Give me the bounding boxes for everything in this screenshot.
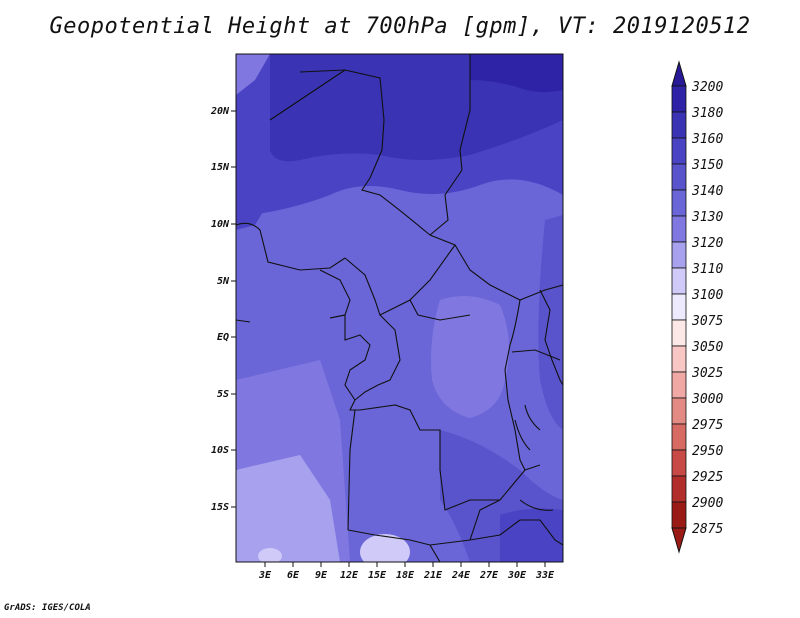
colorbar-swatch	[671, 293, 687, 321]
colorbar: 3200 3180 3160 3150 3140 3130 3120 3110 3100 3075…	[671, 60, 723, 554]
colorbar-label: 3050	[691, 340, 723, 355]
country-borders	[236, 54, 563, 562]
lat-axis	[231, 110, 236, 508]
colorbar-label: 2950	[692, 444, 723, 459]
lon-tick-label: 30E	[507, 570, 527, 581]
lon-tick-label: 33E	[535, 570, 555, 581]
contour-field	[236, 54, 563, 562]
colorbar-swatch	[671, 371, 687, 399]
credit-text: GrADS: IGES/COLA	[4, 603, 91, 613]
map-title: Geopotential Height at 700hPa [gpm], VT:…	[49, 14, 751, 39]
lat-tick-labels: 20N 15N 10N 5N EQ 5S 10S 15S	[210, 106, 230, 513]
colorbar-swatch	[671, 111, 687, 139]
colorbar-label: 3160	[691, 132, 723, 147]
lon-tick-label: 27E	[479, 570, 499, 581]
colorbar-label: 3110	[691, 262, 723, 277]
lon-tick-label: 21E	[423, 570, 443, 581]
lon-tick-label: 24E	[451, 570, 471, 581]
lat-tick-label: 5S	[217, 389, 229, 400]
colorbar-label: 2975	[692, 418, 723, 433]
map-frame	[235, 53, 564, 563]
colorbar-swatch	[671, 423, 687, 451]
colorbar-swatch	[671, 241, 687, 269]
lat-tick-label: 5N	[217, 276, 230, 287]
colorbar-swatch	[671, 215, 687, 243]
colorbar-label: 3200	[691, 80, 723, 95]
lon-tick-label: 18E	[396, 570, 415, 581]
colorbar-swatch	[671, 501, 687, 529]
colorbar-label: 3180	[691, 106, 723, 121]
colorbar-top-arrow	[671, 60, 687, 87]
lat-tick-label: EQ	[217, 332, 229, 343]
colorbar-label: 2900	[692, 496, 723, 511]
colorbar-swatch	[671, 397, 687, 425]
lat-tick-label: 10N	[211, 219, 230, 230]
colorbar-swatch	[671, 449, 687, 477]
lat-tick-label: 15S	[211, 502, 229, 513]
lon-tick-labels: 3E 6E 9E 12E 15E 18E 21E 24E 27E 30E 33E	[258, 570, 555, 581]
lat-tick-label: 20N	[210, 106, 230, 117]
colorbar-label: 3120	[691, 236, 723, 251]
colorbar-swatch	[671, 85, 687, 113]
lon-tick-label: 12E	[340, 570, 359, 581]
colorbar-swatch	[671, 137, 687, 165]
colorbar-label: 3075	[691, 314, 723, 329]
lon-tick-label: 15E	[368, 570, 387, 581]
colorbar-swatch	[671, 345, 687, 373]
lat-tick-label: 15N	[211, 162, 230, 173]
colorbar-bottom-arrow	[671, 527, 687, 554]
colorbar-swatch	[671, 475, 687, 503]
lon-tick-label: 6E	[287, 570, 300, 581]
colorbar-swatch	[671, 163, 687, 191]
colorbar-swatch	[671, 267, 687, 295]
colorbar-label: 3100	[691, 288, 723, 303]
colorbar-label: 2875	[692, 522, 723, 537]
colorbar-label: 3150	[691, 158, 723, 173]
colorbar-swatch	[671, 189, 687, 217]
lon-tick-label: 3E	[258, 570, 272, 581]
lon-axis	[264, 562, 546, 567]
colorbar-label: 3140	[691, 184, 723, 199]
colorbar-label: 3025	[691, 366, 723, 381]
colorbar-label: 2925	[692, 470, 723, 485]
colorbar-label: 3000	[691, 392, 723, 407]
colorbar-swatch	[671, 319, 687, 347]
lon-tick-label: 9E	[315, 570, 328, 581]
colorbar-label: 3130	[691, 210, 723, 225]
lat-tick-label: 10S	[211, 445, 229, 456]
